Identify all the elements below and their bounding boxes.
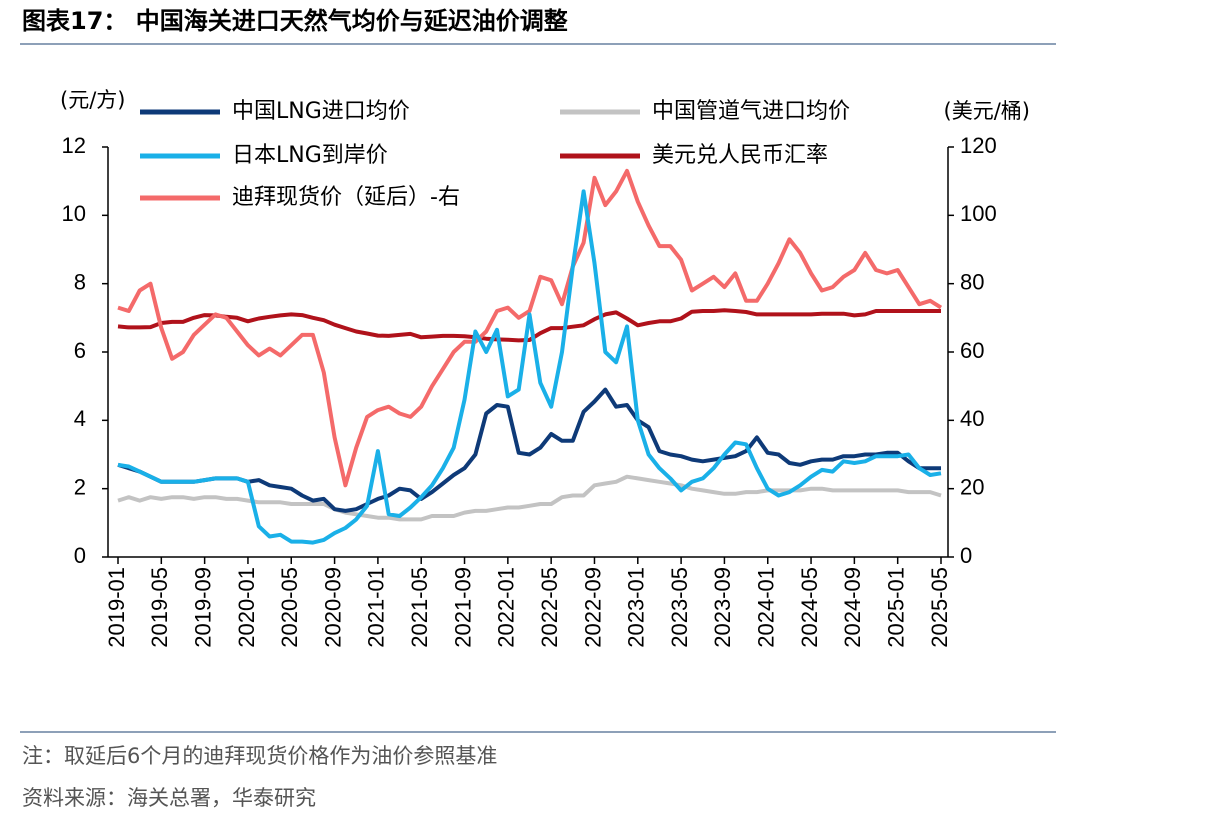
- y-tick-label: 4: [74, 406, 86, 431]
- y2-tick-label: 40: [960, 406, 984, 431]
- x-tick-label: 2025-01: [883, 567, 908, 648]
- x-tick-label: 2023-09: [710, 567, 735, 648]
- x-tick-label: 2024-01: [754, 567, 779, 648]
- y-tick-label: 10: [62, 201, 86, 226]
- x-tick-label: 2022-09: [580, 567, 605, 648]
- legend-label: 迪拜现货价（延后）-右: [232, 185, 460, 210]
- x-tick-label: 2021-05: [407, 567, 432, 648]
- series-line: [117, 189, 942, 545]
- note: 注：取延后6个月的迪拜现货价格作为油价参照基准: [22, 744, 497, 768]
- y-axis-label: (元/方): [60, 88, 125, 112]
- y-tick-label: 0: [74, 543, 86, 568]
- chart-title: 图表17： 中国海关进口天然气均价与延迟油价调整: [22, 7, 568, 35]
- legend-label: 日本LNG到岸价: [232, 143, 388, 168]
- y2-tick-label: 20: [960, 474, 984, 499]
- legend-label: 中国管道气进口均价: [652, 99, 850, 124]
- y-tick-label: 8: [74, 269, 86, 294]
- y2-tick-label: 0: [960, 543, 972, 568]
- y2-tick-label: 80: [960, 269, 984, 294]
- series-line: [117, 387, 941, 513]
- legend-label: 中国LNG进口均价: [232, 99, 410, 124]
- x-tick-label: 2019-09: [190, 567, 215, 648]
- y2-tick-label: 60: [960, 338, 984, 363]
- series-line: [117, 308, 941, 343]
- y-tick-label: 2: [74, 474, 86, 499]
- y2-tick-label: 100: [960, 201, 997, 226]
- x-tick-label: 2020-09: [320, 567, 345, 648]
- y-tick-label: 12: [62, 133, 86, 158]
- source: 资料来源：海关总署，华泰研究: [22, 786, 316, 810]
- x-tick-label: 2019-01: [104, 567, 129, 648]
- x-tick-label: 2024-05: [797, 567, 822, 648]
- x-tick-label: 2020-01: [234, 567, 259, 648]
- x-tick-label: 2025-05: [927, 567, 952, 648]
- series-line: [117, 168, 943, 488]
- x-tick-label: 2023-05: [667, 567, 692, 648]
- y2-tick-label: 120: [960, 133, 997, 158]
- x-tick-label: 2022-05: [537, 567, 562, 648]
- legend-label: 美元兑人民币汇率: [652, 143, 828, 168]
- x-tick-label: 2020-05: [277, 567, 302, 648]
- y2-axis-label: (美元/桶): [944, 99, 1030, 123]
- x-tick-label: 2021-09: [450, 567, 475, 648]
- series-line: [117, 474, 942, 522]
- x-tick-label: 2022-01: [494, 567, 519, 648]
- y-tick-label: 6: [74, 338, 86, 363]
- x-tick-label: 2023-01: [624, 567, 649, 648]
- x-tick-label: 2021-01: [364, 567, 389, 648]
- x-tick-label: 2024-09: [840, 567, 865, 648]
- x-tick-label: 2019-05: [147, 567, 172, 648]
